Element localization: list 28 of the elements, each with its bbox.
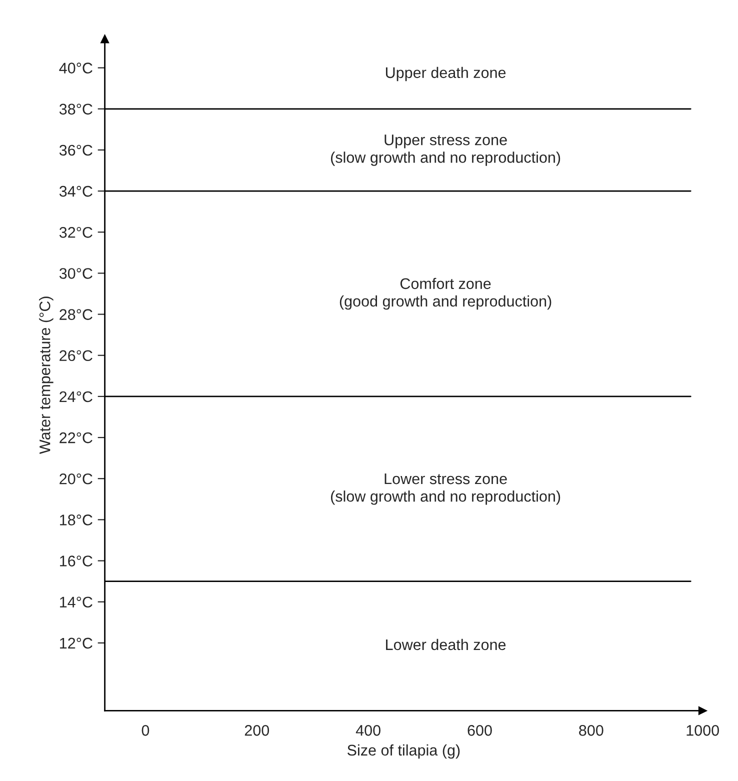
y-tick-label: 26°C bbox=[60, 350, 92, 362]
x-tick-label: 800 bbox=[579, 725, 604, 736]
annotation: Upper death zone bbox=[386, 66, 506, 82]
x-tick-label: 600 bbox=[468, 725, 492, 736]
y-tick-label: 12°C bbox=[60, 638, 92, 649]
y-tick-label: 22°C bbox=[60, 432, 92, 444]
y-tick-label: 32°C bbox=[59, 226, 92, 238]
y-tick-label: 34°C bbox=[59, 186, 92, 197]
y-tick-label: 18°C bbox=[60, 514, 92, 526]
x-axis-title: Size of tilapia (g) bbox=[347, 744, 460, 759]
annotation: Upper stress zone (slow growth and no reproduction) bbox=[330, 134, 560, 166]
y-tick-label: 38°C bbox=[59, 104, 92, 115]
x-tick-label: 400 bbox=[356, 725, 380, 736]
y-tick-label: 16°C bbox=[60, 556, 92, 566]
y-tick-label: 40°C bbox=[59, 62, 92, 74]
x-tick-label: 1000 bbox=[686, 725, 719, 736]
y-axis-title: Water temperature (°C) bbox=[39, 296, 54, 454]
y-tick-label: 36°C bbox=[59, 144, 92, 156]
y-tick-label: 28°C bbox=[60, 309, 92, 320]
annotation: Comfort zone (good growth and reproduction) bbox=[340, 278, 552, 310]
annotation: Lower death zone bbox=[386, 638, 506, 650]
y-tick-label: 30°C bbox=[59, 268, 92, 279]
x-tick-label: 200 bbox=[244, 725, 270, 736]
y-tick-label: 20°C bbox=[60, 473, 92, 484]
x-tick-label: 0 bbox=[142, 725, 150, 736]
y-tick-label: 14°C bbox=[60, 596, 92, 608]
annotation: Lower stress zone (slow growth and no reproduction) bbox=[330, 474, 560, 505]
y-tick-label: 24°C bbox=[60, 391, 92, 402]
